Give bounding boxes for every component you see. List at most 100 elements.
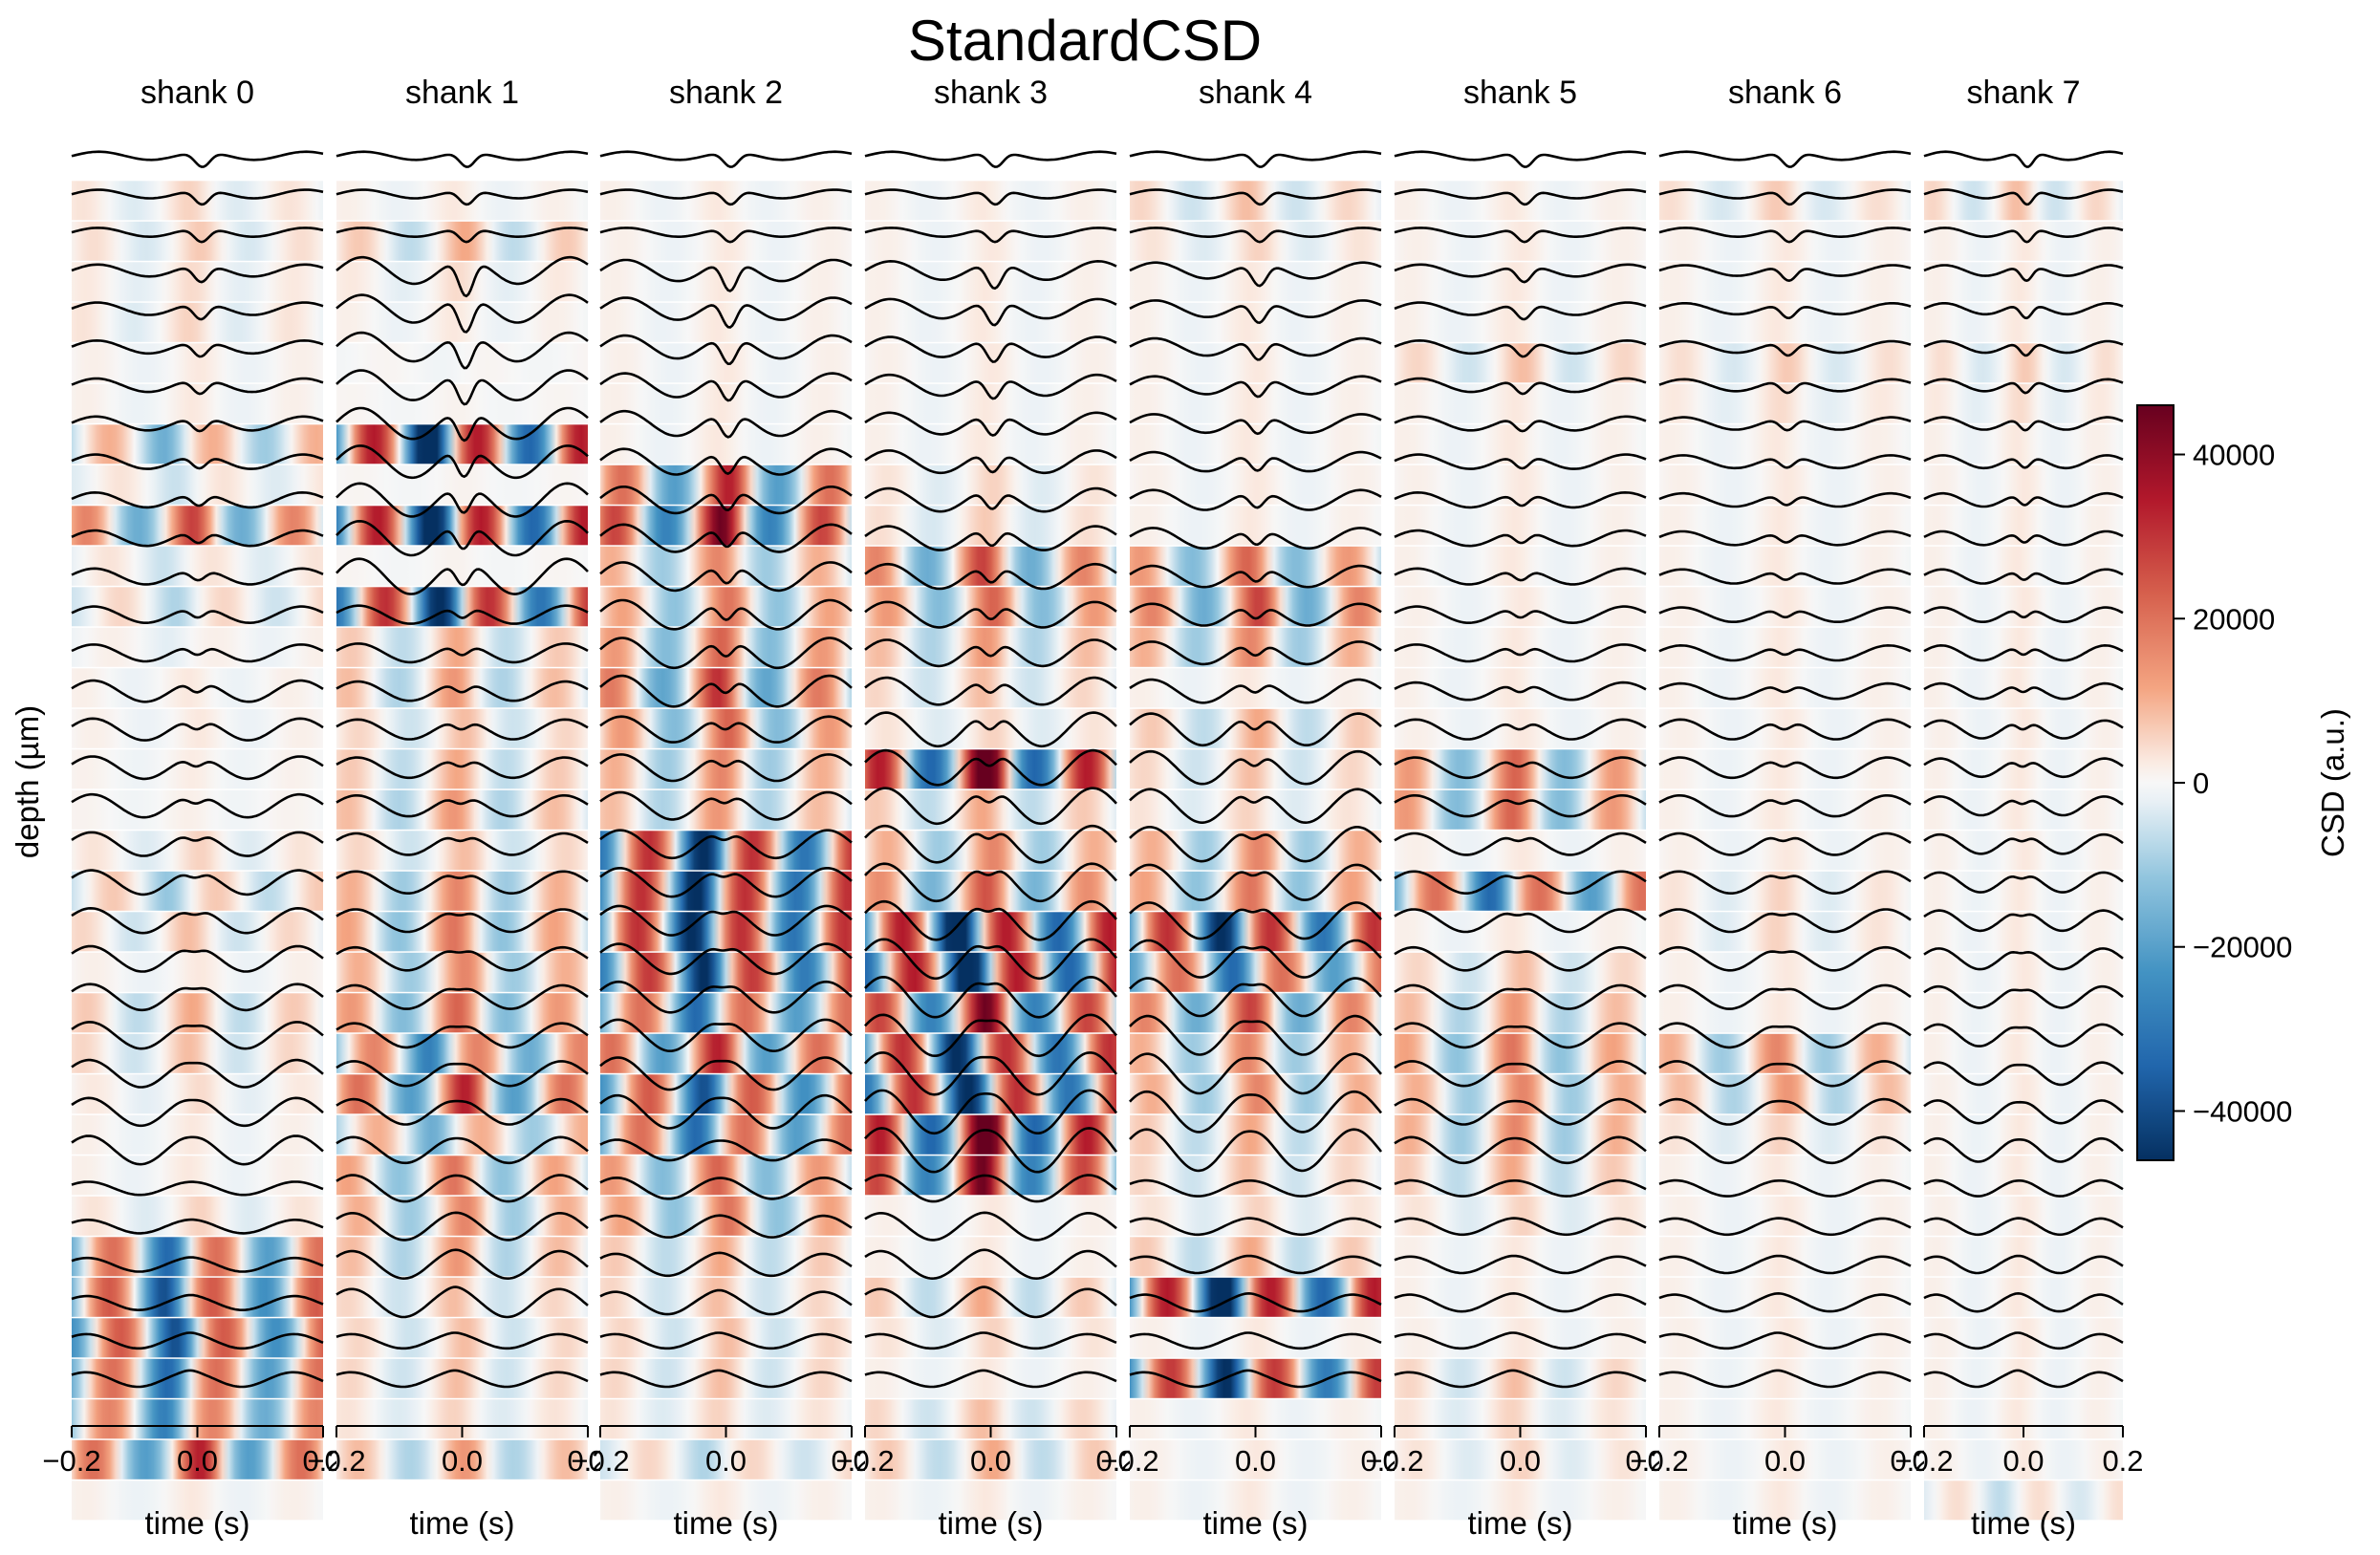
lfp-trace (1129, 1217, 1382, 1237)
csd-row (336, 1033, 588, 1073)
lfp-trace (1658, 606, 1912, 623)
lfp-trace (1923, 188, 2124, 206)
x-axis-label: time (s) (145, 1505, 250, 1541)
x-axis-label: time (s) (674, 1505, 779, 1541)
lfp-trace (599, 942, 853, 976)
lfp-trace (71, 906, 324, 935)
lfp-trace (1129, 1331, 1382, 1350)
csd-row (336, 302, 588, 342)
csd-row (1924, 1114, 2123, 1155)
lfp-trace (1129, 375, 1382, 399)
lfp-trace (599, 150, 853, 168)
lfp-trace (71, 453, 324, 470)
lfp-trace (864, 1127, 1118, 1174)
lfp-trace (1394, 1331, 1647, 1350)
lfp-trace (1394, 908, 1647, 934)
lfp-trace (1129, 450, 1382, 473)
csd-row (1924, 1074, 2123, 1114)
shank-panels: shank 0 −0.2 0.0 0.2 time (s) shank 1 −0.2 0.0 0… (42, 75, 2143, 1541)
lfp-trace (1923, 719, 2124, 740)
lfp-trace (1923, 227, 2124, 244)
csd-row (72, 343, 323, 383)
csd-row (336, 1318, 588, 1358)
csd-row (72, 464, 323, 505)
shank-title: shank 7 (1966, 75, 2080, 111)
lfp-trace (1394, 1178, 1647, 1198)
lfp-trace (1129, 488, 1382, 511)
csd-row (1130, 302, 1381, 342)
lfp-trace (71, 150, 324, 168)
lfp-trace (1923, 568, 2124, 585)
lfp-trace (1658, 188, 1912, 206)
lfp-trace (1658, 1217, 1912, 1237)
csd-row (72, 1237, 323, 1277)
lfp-trace (71, 944, 324, 973)
csd-row (1395, 302, 1646, 342)
lfp-trace (864, 711, 1117, 748)
lfp-trace (1394, 227, 1647, 244)
lfp-trace (1394, 338, 1647, 358)
lfp-trace (1658, 1022, 1912, 1049)
csd-row (1659, 749, 1911, 789)
lfp-trace (864, 449, 1117, 475)
lfp-trace (335, 444, 589, 480)
lfp-trace (1923, 643, 2124, 662)
shank-title: shank 5 (1463, 75, 1577, 111)
shank-title: shank 3 (934, 75, 1048, 111)
x-tick-label: 0.0 (2002, 1444, 2044, 1478)
csd-row (1924, 1480, 2123, 1521)
lfp-trace (71, 227, 324, 244)
csd-row (1395, 668, 1646, 708)
csd-row (72, 1196, 323, 1236)
lfp-trace (1658, 339, 1912, 357)
lfp-trace (71, 1293, 324, 1312)
lfp-trace (1394, 263, 1647, 284)
lfp-trace (1394, 1097, 1647, 1126)
lfp-trace (1658, 568, 1912, 585)
csd-row (1395, 1480, 1646, 1521)
csd-row (72, 789, 323, 830)
csd-row (336, 1358, 588, 1398)
lfp-trace (1129, 1014, 1382, 1056)
csd-row (1924, 587, 2123, 627)
csd-row (1130, 1155, 1381, 1196)
lfp-trace (864, 1013, 1118, 1058)
lfp-trace (1394, 945, 1647, 972)
csd-row (865, 1277, 1116, 1317)
csd-row (865, 343, 1116, 383)
csd-row (336, 627, 588, 667)
csd-row (1130, 1277, 1381, 1317)
lfp-trace (1923, 302, 2124, 320)
lfp-trace (71, 1096, 324, 1128)
csd-row (336, 1114, 588, 1155)
csd-row (1130, 587, 1381, 627)
csd-row (72, 1439, 323, 1479)
lfp-trace (1658, 1254, 1912, 1275)
x-tick-label: −0.2 (1365, 1444, 1423, 1478)
figure-title: StandardCSD (908, 9, 1262, 73)
lfp-trace (599, 1056, 853, 1091)
lfp-trace (71, 1256, 324, 1273)
csd-row (336, 952, 588, 992)
lfp-trace (599, 296, 853, 329)
lfp-trace (71, 869, 324, 896)
csd-row (72, 1074, 323, 1114)
lfp-trace (599, 1331, 853, 1350)
lfp-trace (1923, 947, 2124, 971)
csd-row (1130, 668, 1381, 708)
lfp-trace (1658, 756, 1912, 780)
csd-row (865, 1237, 1116, 1277)
csd-row (1924, 1277, 2123, 1317)
csd-row (72, 668, 323, 708)
lfp-trace (1394, 301, 1647, 321)
csd-row (72, 1358, 323, 1398)
lfp-trace (1923, 1331, 2124, 1350)
lfp-trace (71, 717, 324, 742)
lfp-trace (1394, 1217, 1647, 1237)
lfp-trace (335, 255, 589, 298)
csd-row (336, 546, 588, 586)
csd-row (72, 302, 323, 342)
